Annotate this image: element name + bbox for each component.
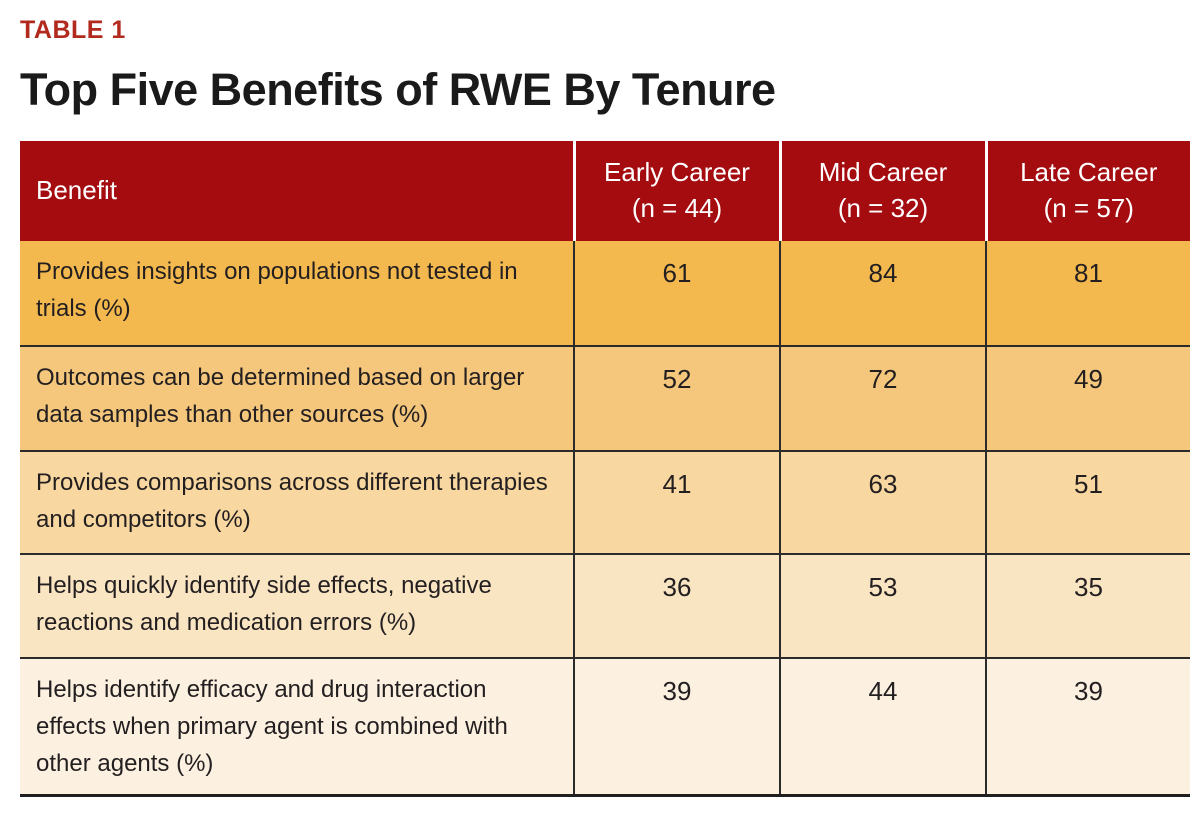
mid-career-value: 63 <box>779 449 986 554</box>
benefit-cell: Helps quickly identify side effects, neg… <box>20 552 574 658</box>
header-row: Benefit Early Career (n = 44) Mid Career… <box>20 140 1190 241</box>
mid-career-value: 84 <box>779 240 986 346</box>
late-career-value: 35 <box>985 552 1190 658</box>
column-header-late-career: Late Career (n = 57) <box>984 140 1190 241</box>
early-career-value: 41 <box>573 449 780 554</box>
late-career-value: 81 <box>985 240 1190 346</box>
early-career-value: 39 <box>573 656 780 796</box>
benefits-by-tenure-table: Benefit Early Career (n = 44) Mid Career… <box>20 140 1190 797</box>
column-header-n: (n = 57) <box>1043 192 1134 223</box>
table-row: Helps quickly identify side effects, neg… <box>20 552 1190 658</box>
column-header-label: Late Career <box>1020 157 1158 188</box>
late-career-value: 49 <box>985 344 1190 451</box>
column-header-label: Early Career <box>604 157 750 188</box>
mid-career-value: 53 <box>779 552 986 658</box>
page: TABLE 1 Top Five Benefits of RWE By Tenu… <box>20 16 1190 797</box>
table-label: TABLE 1 <box>20 16 126 44</box>
mid-career-value: 72 <box>779 344 986 451</box>
column-header-n: (n = 44) <box>631 192 723 223</box>
table-row: Outcomes can be determined based on larg… <box>20 344 1190 451</box>
benefit-cell: Provides comparisons across different th… <box>20 449 574 554</box>
benefit-cell: Provides insights on populations not tes… <box>20 240 574 346</box>
mid-career-value: 44 <box>779 656 986 796</box>
column-header-label: Mid Career <box>818 157 948 188</box>
table-row: Provides comparisons across different th… <box>20 449 1190 554</box>
benefit-cell: Outcomes can be determined based on larg… <box>20 344 574 451</box>
benefit-cell: Helps identify efficacy and drug interac… <box>20 656 574 796</box>
column-header-n: (n = 32) <box>837 192 929 223</box>
early-career-value: 52 <box>573 344 780 451</box>
late-career-value: 51 <box>985 449 1190 554</box>
late-career-value: 39 <box>985 656 1190 796</box>
page-title: Top Five Benefits of RWE By Tenure <box>20 64 776 115</box>
column-header-benefit: Benefit <box>20 140 574 241</box>
table-row: Helps identify efficacy and drug interac… <box>20 656 1190 796</box>
early-career-value: 61 <box>573 240 780 346</box>
column-header-mid-career: Mid Career (n = 32) <box>778 140 986 241</box>
column-header-early-career: Early Career (n = 44) <box>572 140 780 241</box>
table-row: Provides insights on populations not tes… <box>20 240 1190 346</box>
early-career-value: 36 <box>573 552 780 658</box>
